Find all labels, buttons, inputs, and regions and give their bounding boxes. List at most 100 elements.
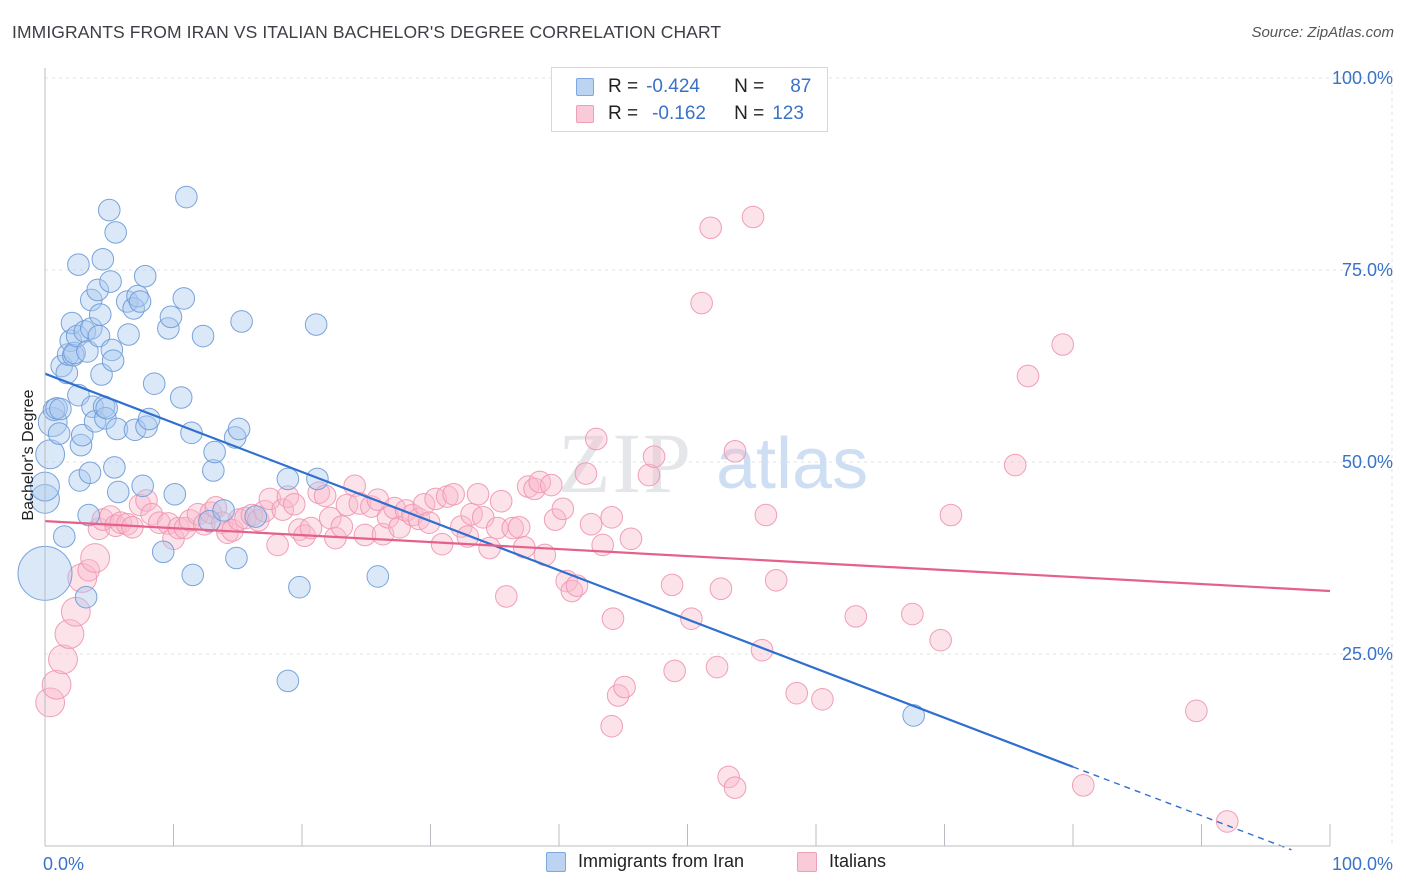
italians-point [266, 533, 289, 557]
iran-point [60, 311, 84, 335]
italians-point [600, 505, 623, 529]
italians-point [366, 488, 390, 511]
iran-point [103, 456, 126, 479]
bottom-legend-swatch-iran [546, 851, 566, 872]
italians-point [388, 515, 411, 539]
trend-lines [44, 372, 1331, 851]
iran-point [55, 361, 79, 385]
x-tick-label: 0.0% [43, 854, 84, 874]
italians-point [785, 681, 809, 705]
iran-point [227, 417, 251, 441]
legend-n-label: N = [734, 76, 765, 97]
watermark-zip: ZIP [558, 415, 693, 511]
iran-point [902, 704, 925, 727]
bottom-legend-label-iran: Immigrants from Iran [578, 851, 745, 871]
italians-point [80, 543, 111, 573]
iran-point [74, 585, 98, 609]
iran-point [73, 320, 97, 343]
italians-point [489, 489, 513, 513]
iran-point [59, 329, 82, 352]
legend-row-italians: R = -0.162 N = 123 [576, 101, 804, 127]
italians-point [1051, 333, 1075, 356]
italians-point [642, 445, 666, 468]
y-tick-label: 75.0% [1342, 260, 1393, 280]
italians-point [717, 765, 740, 789]
iran-point [225, 546, 248, 570]
iran-point [276, 467, 300, 491]
italians-point [424, 487, 447, 511]
iran-point [76, 340, 99, 363]
iran-point [88, 303, 112, 326]
italians-point [1185, 699, 1208, 723]
iran-point [99, 270, 122, 293]
italians-point [574, 462, 598, 485]
italians-point [1215, 810, 1239, 833]
iran-point [203, 440, 226, 464]
bottom-legend-swatch-italians [797, 851, 817, 872]
iran-point [77, 503, 100, 527]
watermark: ZIP atlas [558, 415, 868, 511]
axes: 25.0% 50.0% 75.0% 100.0% 0.0% 100.0% [43, 68, 1393, 874]
iran-point [181, 563, 205, 587]
iran-point [122, 297, 145, 320]
iran-point [106, 480, 130, 504]
italians-point [271, 498, 295, 521]
italians-point [442, 482, 465, 506]
italians-point [709, 577, 733, 601]
italians-point [313, 484, 337, 508]
iran-point [172, 287, 196, 310]
italians-point [723, 776, 747, 799]
chart-title: IMMIGRANTS FROM IRAN VS ITALIAN BACHELOR… [12, 22, 722, 42]
iran-point [69, 433, 93, 457]
italians-point [929, 628, 952, 652]
italians-point [178, 509, 202, 532]
iran-point [117, 323, 140, 346]
italians-point [601, 607, 625, 630]
italians-point [128, 493, 152, 517]
iran-trend-extension [1072, 766, 1292, 851]
italians-point [466, 482, 490, 506]
italians-point [901, 602, 924, 626]
iran-point [304, 313, 328, 336]
iran-point [91, 247, 115, 271]
italians-point [811, 688, 834, 711]
correlation-legend: R = -0.424 N = 87 R = -0.162 N = 123 [551, 67, 828, 132]
italians-point [276, 485, 300, 508]
italians-point [699, 216, 722, 240]
iran-point [105, 417, 129, 441]
italians-point [844, 605, 868, 628]
iran-trend-line [44, 372, 1074, 768]
italians-point [723, 439, 747, 463]
italians-point [394, 499, 418, 522]
italians-point [539, 473, 563, 497]
legend-r-value: -0.162 [652, 103, 706, 124]
italians-point [41, 669, 72, 700]
y-axis-label: Bachelor's Degree [20, 389, 37, 520]
iran-point [63, 341, 86, 365]
legend-row-iran: R = -0.424 N = 87 [576, 74, 811, 100]
iran-point [37, 407, 68, 437]
italians-point [663, 659, 686, 683]
source-label: Source: ZipAtlas.com [1251, 24, 1394, 41]
y-tick-label: 50.0% [1342, 452, 1393, 472]
italians-point [613, 675, 636, 699]
iran-point [78, 461, 102, 485]
iran-point [151, 540, 175, 564]
iran-point [175, 185, 198, 209]
italians-point [495, 585, 518, 608]
italians-point [660, 573, 684, 597]
italians-point [48, 644, 78, 675]
y-tick-label: 25.0% [1342, 644, 1393, 664]
legend-r-label: R = [608, 76, 639, 97]
italians-point [353, 523, 377, 547]
italians-point [1071, 774, 1095, 797]
grid [45, 70, 1393, 846]
italians-point [54, 619, 85, 649]
italians-point [690, 291, 713, 315]
italians-point [412, 492, 436, 516]
italians-point [35, 687, 66, 718]
italians-point [764, 568, 788, 592]
italians-point [619, 527, 643, 551]
italians-point [579, 512, 603, 536]
